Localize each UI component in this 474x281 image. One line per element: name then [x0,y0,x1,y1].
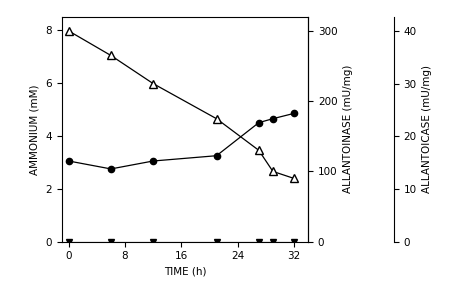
Y-axis label: AMMONIUM (mM): AMMONIUM (mM) [30,84,40,175]
Y-axis label: ALLANTOINASE (mU/mg): ALLANTOINASE (mU/mg) [343,65,353,193]
Y-axis label: ALLANTOICASE (mU/mg): ALLANTOICASE (mU/mg) [422,65,432,193]
X-axis label: TIME (h): TIME (h) [164,267,206,277]
